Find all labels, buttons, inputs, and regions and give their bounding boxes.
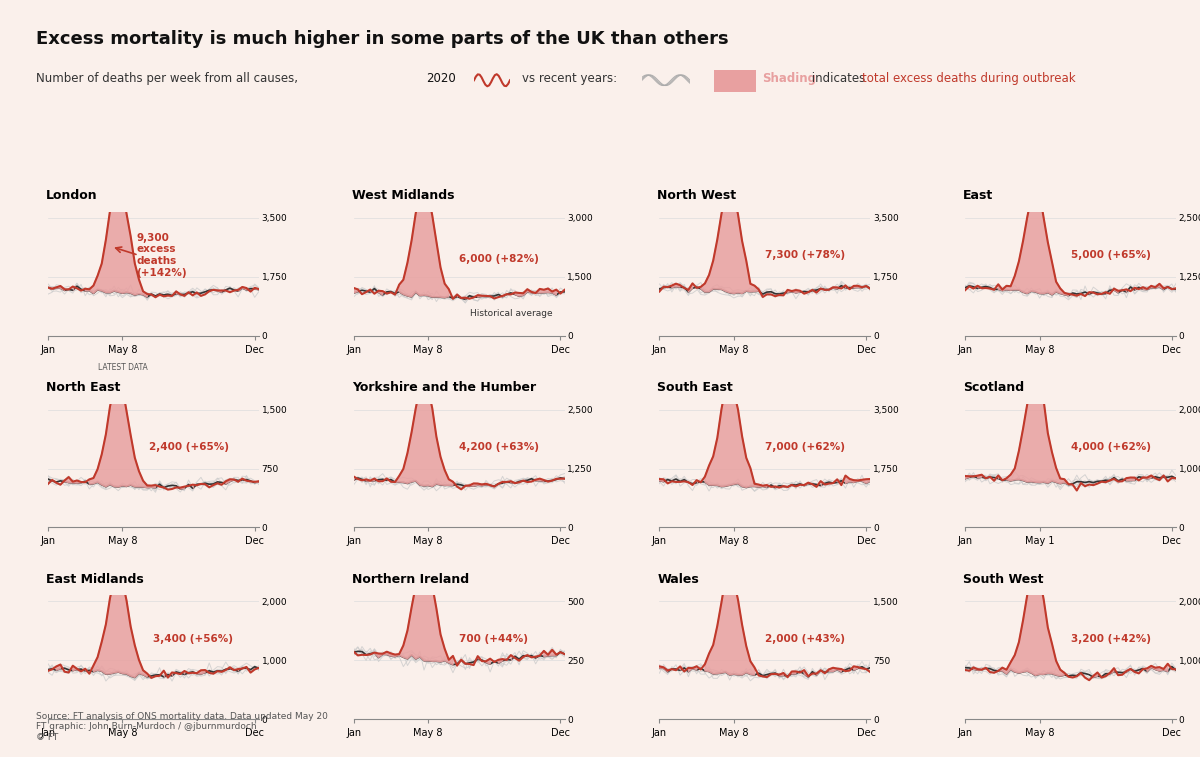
Text: Number of deaths per week from all causes,: Number of deaths per week from all cause… — [36, 72, 301, 85]
Text: London: London — [46, 189, 97, 202]
Text: 2,400 (+65%): 2,400 (+65%) — [149, 442, 229, 452]
Text: Northern Ireland: Northern Ireland — [352, 572, 469, 586]
Text: 9,300
excess
deaths
(+142%): 9,300 excess deaths (+142%) — [137, 233, 187, 278]
Text: Shading: Shading — [762, 72, 816, 85]
Text: North East: North East — [46, 381, 120, 394]
Text: 7,300 (+78%): 7,300 (+78%) — [764, 251, 845, 260]
Text: LATEST DATA: LATEST DATA — [97, 363, 148, 372]
Text: Wales: Wales — [658, 572, 700, 586]
Text: Scotland: Scotland — [964, 381, 1024, 394]
Text: 3,400 (+56%): 3,400 (+56%) — [154, 634, 234, 643]
Text: South West: South West — [964, 572, 1044, 586]
Text: 4,000 (+62%): 4,000 (+62%) — [1070, 442, 1151, 452]
Text: 3,200 (+42%): 3,200 (+42%) — [1070, 634, 1151, 643]
Text: total excess deaths during outbreak: total excess deaths during outbreak — [862, 72, 1075, 85]
Text: North West: North West — [658, 189, 737, 202]
Text: West Midlands: West Midlands — [352, 189, 454, 202]
Text: 2020: 2020 — [426, 72, 456, 85]
Text: Excess mortality is much higher in some parts of the UK than others: Excess mortality is much higher in some … — [36, 30, 728, 48]
Text: Historical average: Historical average — [469, 309, 552, 318]
Text: Source: FT analysis of ONS mortality data. Data updated May 20
FT graphic: John : Source: FT analysis of ONS mortality dat… — [36, 712, 328, 742]
Text: Yorkshire and the Humber: Yorkshire and the Humber — [352, 381, 535, 394]
Text: East: East — [964, 189, 994, 202]
Text: 5,000 (+65%): 5,000 (+65%) — [1070, 251, 1151, 260]
Text: 7,000 (+62%): 7,000 (+62%) — [764, 442, 845, 452]
Text: East Midlands: East Midlands — [46, 572, 144, 586]
Text: 4,200 (+63%): 4,200 (+63%) — [460, 442, 539, 452]
Text: indicates: indicates — [808, 72, 869, 85]
Text: 2,000 (+43%): 2,000 (+43%) — [764, 634, 845, 643]
Text: 6,000 (+82%): 6,000 (+82%) — [460, 254, 539, 264]
Text: vs recent years:: vs recent years: — [522, 72, 620, 85]
Text: South East: South East — [658, 381, 733, 394]
Text: 700 (+44%): 700 (+44%) — [460, 634, 528, 643]
